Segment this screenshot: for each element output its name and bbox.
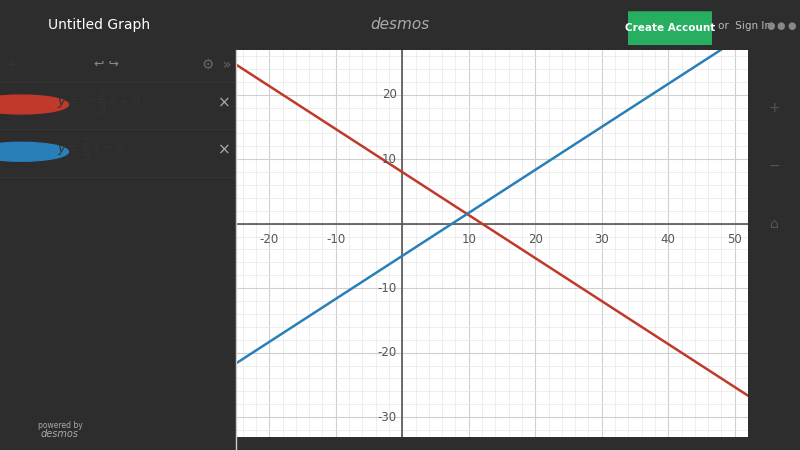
Text: 20: 20 [382,88,397,101]
Text: -10: -10 [378,282,397,295]
Text: or  Sign In: or Sign In [718,21,770,31]
Text: ⚙: ⚙ [202,58,214,72]
Text: »: » [222,58,231,72]
FancyBboxPatch shape [626,11,714,45]
Circle shape [0,142,69,161]
Text: ●: ● [787,21,796,31]
Text: desmos: desmos [41,429,79,439]
Text: desmos: desmos [370,17,430,32]
Text: -30: -30 [378,411,397,423]
Text: -20: -20 [260,233,279,246]
Text: +: + [3,55,21,75]
Text: Untitled Graph: Untitled Graph [48,18,150,32]
Text: Create Account: Create Account [625,23,715,33]
Text: ●: ● [766,21,775,31]
Text: -20: -20 [378,346,397,359]
Text: −: − [768,158,780,173]
Text: 50: 50 [727,233,742,246]
Text: $y = \dfrac{2}{3}x - 5$: $y = \dfrac{2}{3}x - 5$ [57,137,125,163]
Text: ⌂: ⌂ [770,216,778,231]
Text: ●: ● [777,21,786,31]
Text: $y = -\dfrac{2}{3}x + 8$: $y = -\dfrac{2}{3}x + 8$ [57,90,141,116]
Text: powered by: powered by [38,421,82,430]
Text: ×: × [218,143,230,158]
Text: 30: 30 [594,233,609,246]
Text: ×: × [218,95,230,111]
Text: 20: 20 [528,233,542,246]
Text: 40: 40 [661,233,676,246]
Text: +: + [768,100,780,115]
Text: -10: -10 [326,233,346,246]
Text: 10: 10 [382,153,397,166]
Text: 10: 10 [462,233,476,246]
Circle shape [0,95,69,114]
Text: ↩ ↪: ↩ ↪ [94,58,118,71]
